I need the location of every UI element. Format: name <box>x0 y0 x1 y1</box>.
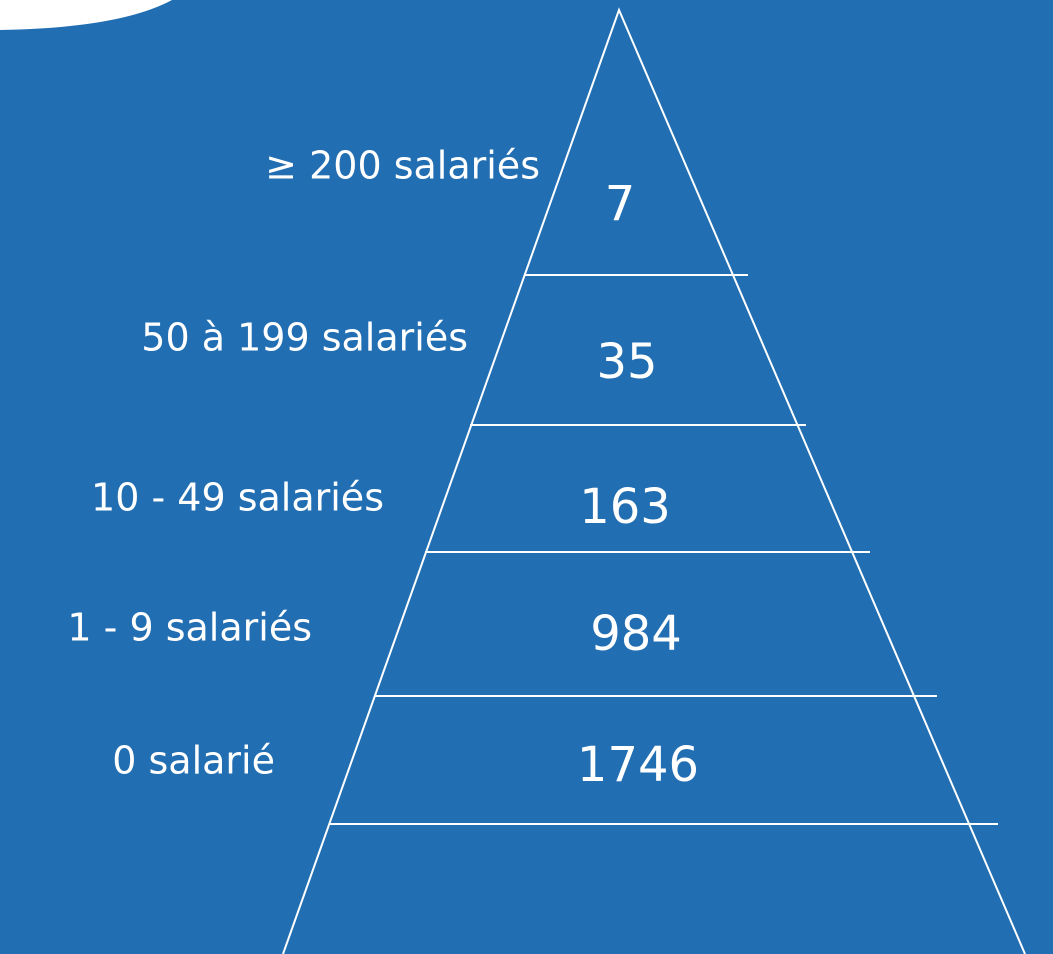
tier-value: 7 <box>605 176 636 232</box>
corner-shape <box>0 0 172 30</box>
tier-value: 35 <box>596 334 657 390</box>
tier-label: 1 - 9 salariés <box>67 606 312 650</box>
tier-value: 1746 <box>577 737 699 793</box>
tier-value: 984 <box>590 606 682 662</box>
tier-value: 163 <box>579 479 671 535</box>
tier-label: 50 à 199 salariés <box>141 316 468 360</box>
pyramid-outline <box>282 7 1026 954</box>
tier-label: ≥ 200 salariés <box>265 144 540 188</box>
tier-label: 0 salarié <box>112 739 275 783</box>
tier-label: 10 - 49 salariés <box>91 476 384 520</box>
